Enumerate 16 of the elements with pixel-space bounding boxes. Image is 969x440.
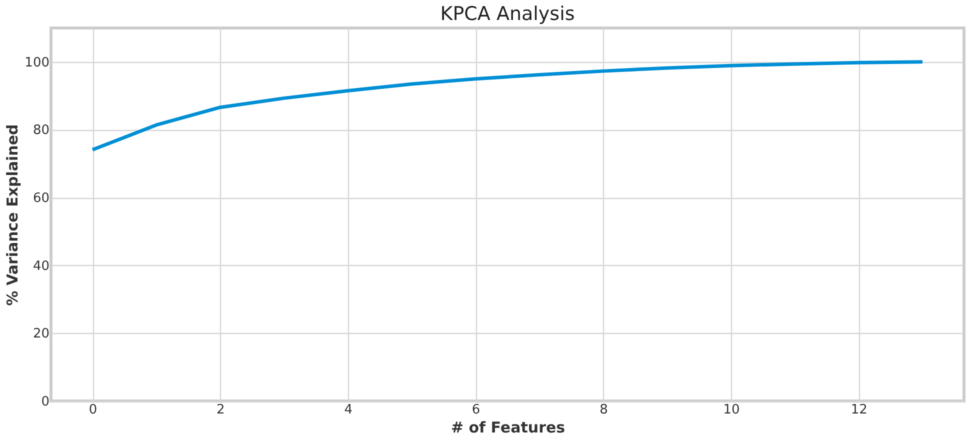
y-tick-label: 40: [32, 258, 50, 274]
x-tick-label: 2: [216, 402, 225, 418]
line-series: [90, 60, 924, 152]
x-axis-title: # of Features: [450, 418, 566, 436]
chart-title: KPCA Analysis: [440, 3, 575, 25]
y-tick-label: 20: [32, 326, 50, 342]
x-tick-label: 8: [600, 402, 608, 418]
y-tick-label: 80: [32, 123, 50, 138]
x-tick-label: 4: [344, 402, 353, 418]
x-tick-label: 10: [723, 402, 740, 418]
x-tick-label: 6: [472, 402, 480, 418]
y-axis-title: % Variance Explained: [4, 124, 22, 306]
x-tick-label: 12: [850, 402, 868, 418]
x-tick-label: 0: [88, 402, 98, 418]
y-tick-label: 100: [24, 55, 50, 70]
y-tick-label: 60: [32, 191, 50, 206]
